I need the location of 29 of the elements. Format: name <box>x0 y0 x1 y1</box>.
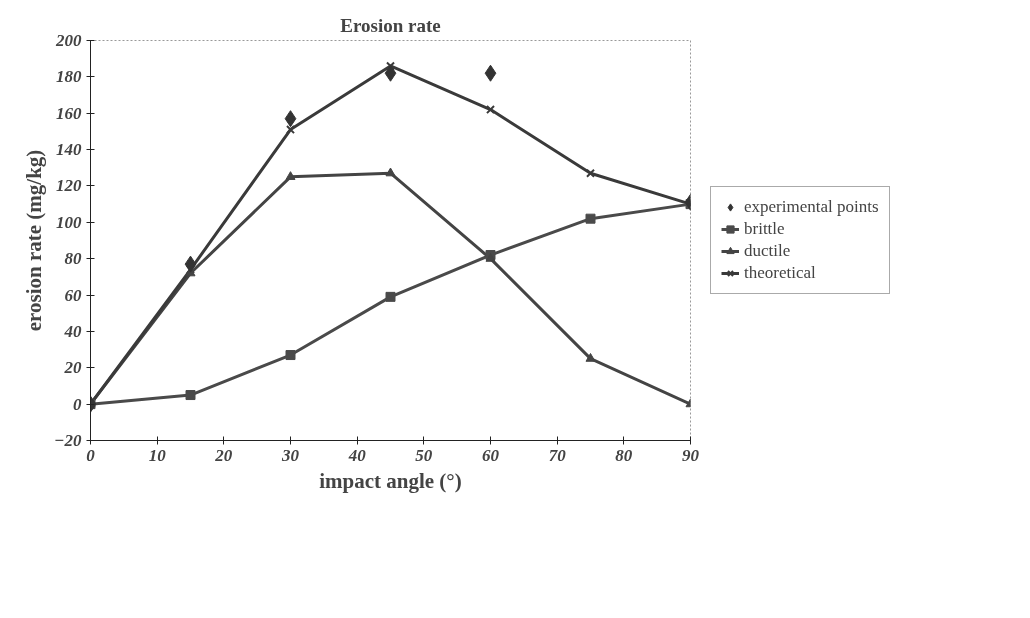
legend-label: theoretical <box>744 263 816 283</box>
y-tick-label: −20 <box>54 431 82 450</box>
legend-label: brittle <box>744 219 785 239</box>
chart-title: Erosion rate <box>340 14 441 36</box>
y-tick-label: 140 <box>56 140 82 160</box>
y-tick-label: 40 <box>63 321 82 341</box>
x-tick-label: 20 <box>214 445 233 465</box>
legend-label: experimental points <box>744 197 879 217</box>
y-tick-label: 180 <box>56 67 82 87</box>
x-tick-label: 70 <box>548 445 567 465</box>
x-tick-label: 90 <box>682 445 700 465</box>
y-tick-label: 20 <box>63 358 82 378</box>
y-tick-label: 100 <box>56 212 82 232</box>
y-tick-label: 120 <box>56 176 82 196</box>
legend-label: ductile <box>744 241 791 261</box>
x-tick-label: 60 <box>482 445 500 465</box>
x-tick-label: 50 <box>415 445 433 465</box>
y-tick-label: 60 <box>64 285 82 305</box>
x-tick-label: 10 <box>148 445 167 465</box>
x-tick-label: 80 <box>615 445 633 465</box>
y-tick-label: 200 <box>55 31 82 50</box>
x-tick-label: 0 <box>86 445 96 465</box>
y-tick-label: 160 <box>56 103 82 123</box>
y-tick-label: 80 <box>64 249 82 269</box>
x-tick-label: 40 <box>347 445 367 465</box>
x-tick-label: 30 <box>281 445 300 465</box>
y-axis-title: erosion rate (mg/kg) <box>22 149 47 332</box>
y-tick-label: 0 <box>73 394 82 414</box>
x-axis-title: impact angle (°) <box>319 468 462 493</box>
